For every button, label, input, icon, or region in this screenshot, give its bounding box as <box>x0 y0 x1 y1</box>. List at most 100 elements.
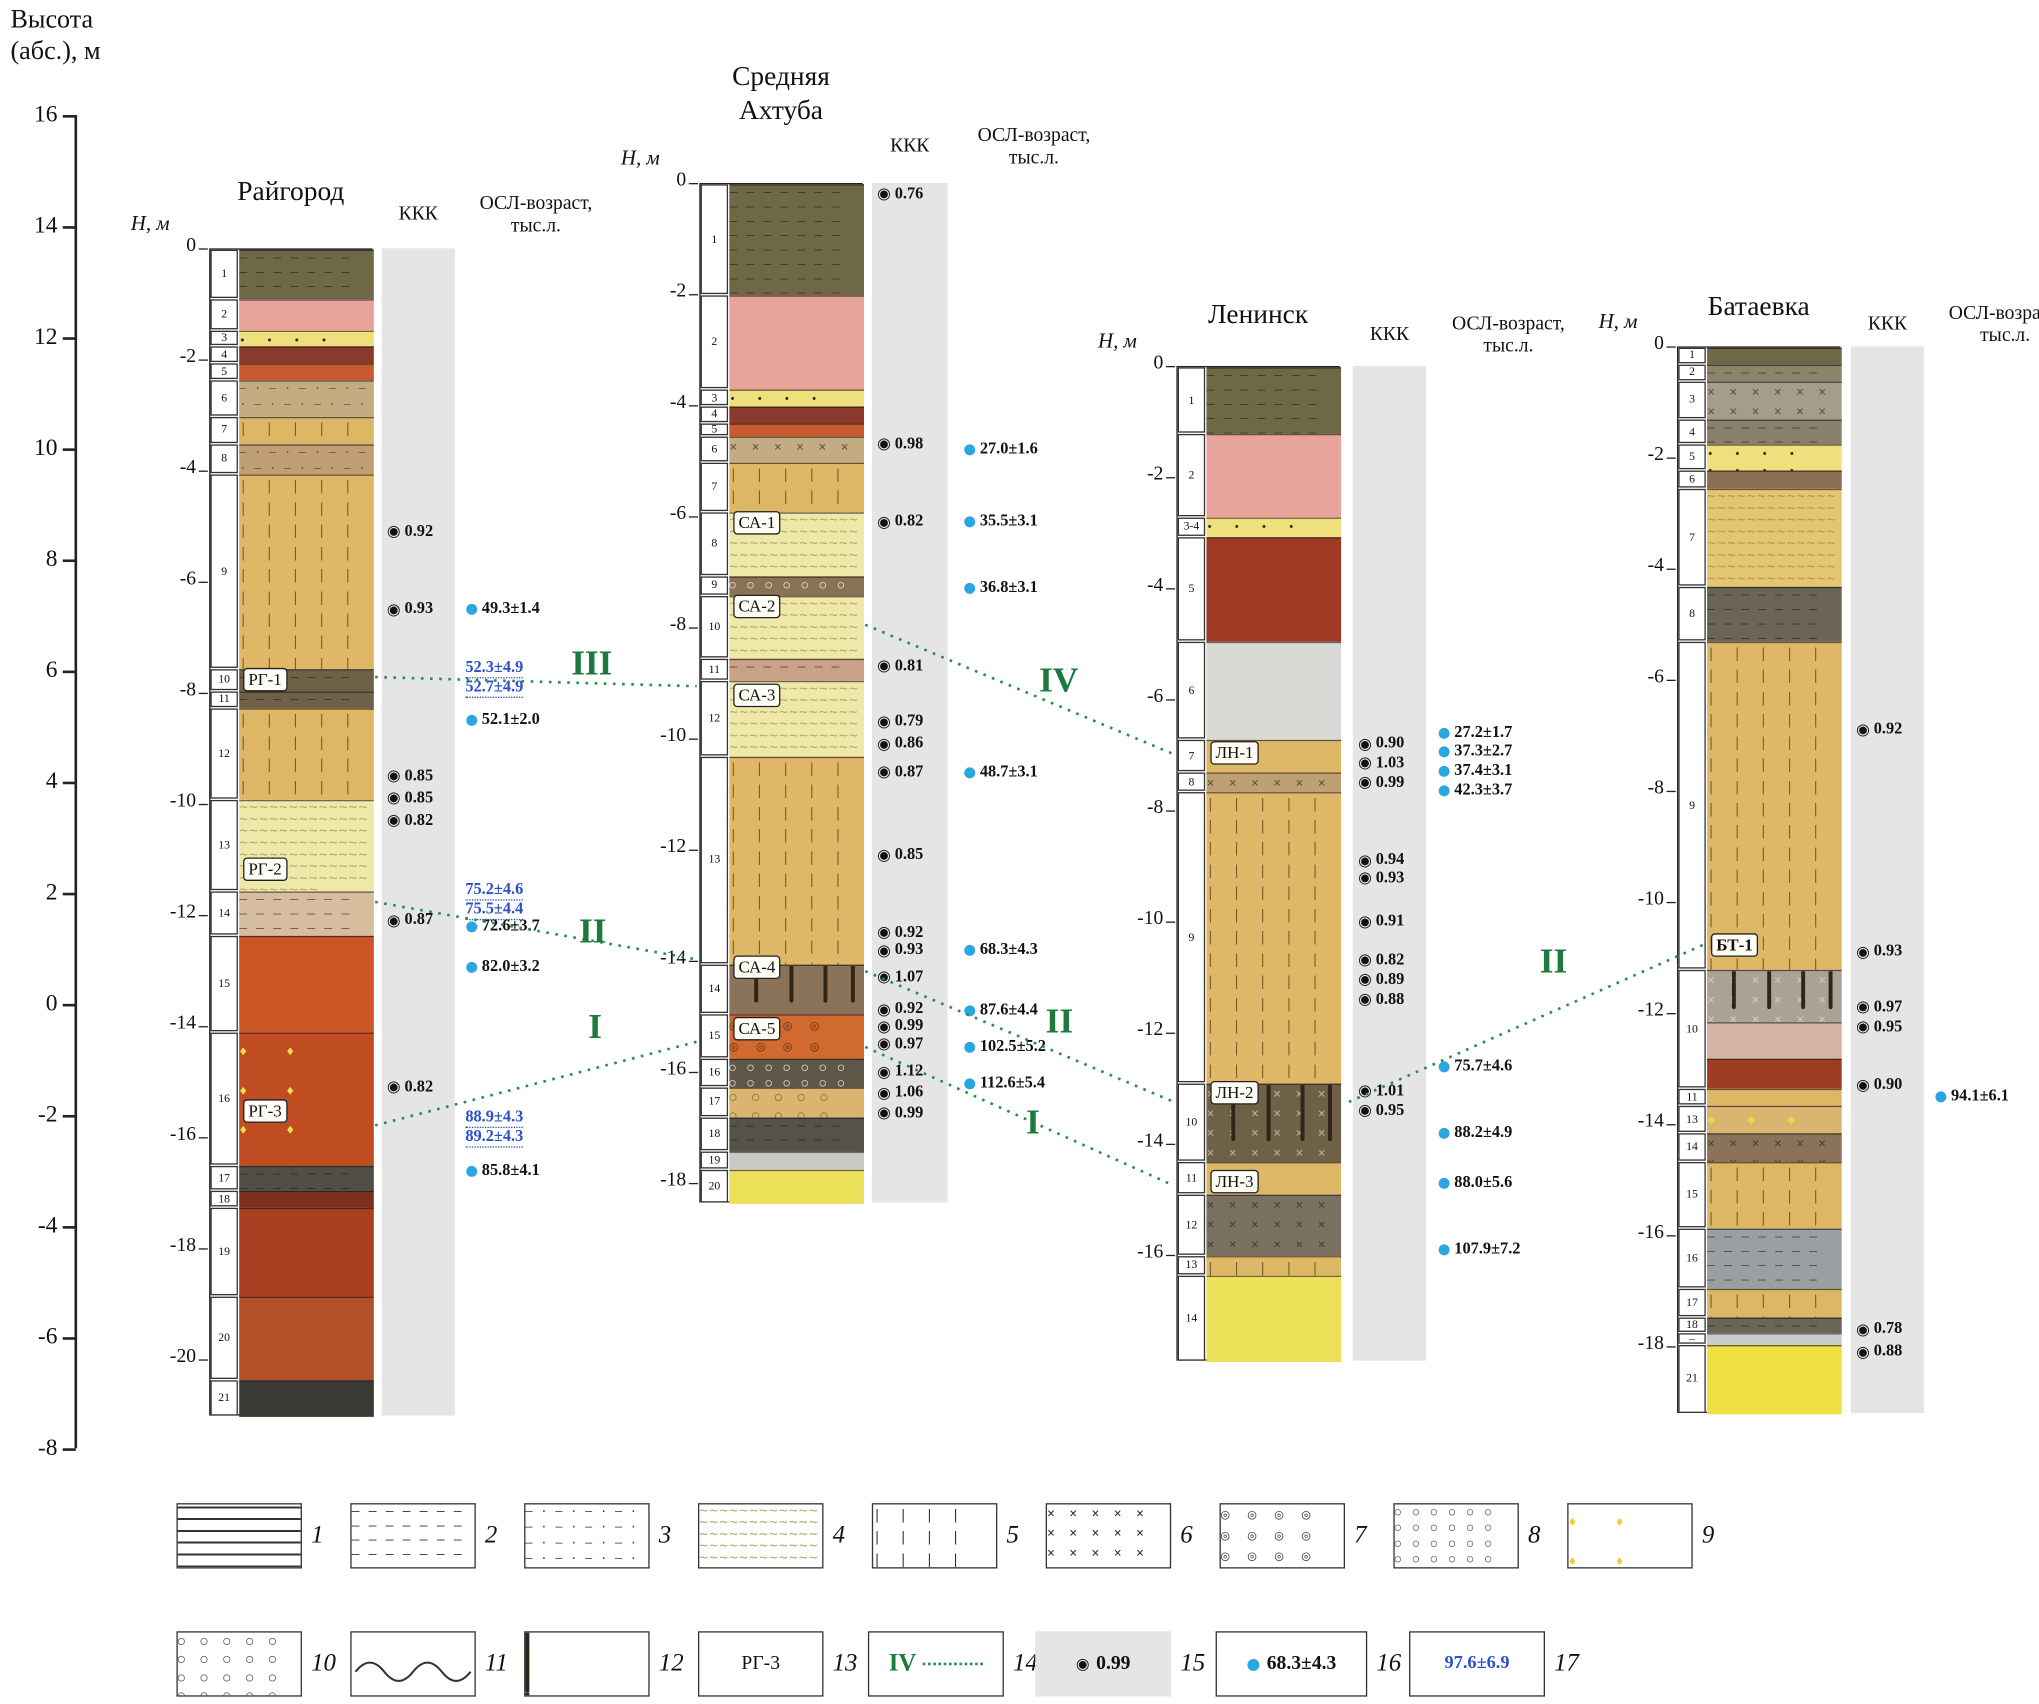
unit-label-СА-4: СА-4 <box>733 955 781 980</box>
vdash-pattern-icon: ||||||||||||||||||||||||||||||||||||||||… <box>1707 647 1838 970</box>
legend-number-12: 12 <box>658 1649 684 1678</box>
depth-tick-mark <box>198 1137 208 1139</box>
height-axis-tick-mark <box>62 1448 76 1451</box>
legend-item-1 <box>176 1503 302 1569</box>
desiccation-crack-icon <box>1767 971 1772 1010</box>
layer-sub <box>1707 1022 1842 1059</box>
unit-label-РГ-2: РГ-2 <box>243 857 288 881</box>
kkk-value: ◉ 0.82 <box>877 511 923 531</box>
osl-age: 37.3±2.7 <box>1454 741 1513 760</box>
layer-8: ×××××××××××××× <box>1206 772 1342 793</box>
pebbles-pattern-icon: ○○○○○○○○○○○○○○○○○○○○○○○○○○○ <box>729 1061 856 1088</box>
kkk-value: ◉ 1.07 <box>877 967 923 987</box>
layer-number-cell: 9 <box>700 575 729 595</box>
depth-tick-label: -6 <box>1146 686 1164 708</box>
height-axis-tick-mark <box>62 337 76 340</box>
osl-sample-dot-icon: ● <box>1437 1240 1451 1258</box>
target-circle-icon: ◉ <box>1856 1017 1870 1036</box>
depth-tick-label: -16 <box>169 1124 197 1146</box>
target-circle-icon: ◉ <box>1856 1075 1870 1094</box>
kkk-value: ◉ 0.82 <box>387 1077 433 1097</box>
unit-label-РГ-1: РГ-1 <box>243 668 288 692</box>
layer-19 <box>729 1150 864 1171</box>
depth-tick-mark <box>1666 1346 1676 1348</box>
height-axis-tick-mark <box>62 1337 76 1340</box>
correlation-horizon-label-I: I <box>588 1006 602 1046</box>
dashdot-pattern-icon: –·–·–·–·–·–·–·–·–·–·–·–·–·–·–·–·–·–·–·–·… <box>525 1505 645 1566</box>
osl-age: 88.2±4.9 <box>1454 1122 1513 1141</box>
kkk-number: 0.82 <box>404 810 434 829</box>
target-circle-icon: ◉ <box>877 734 891 753</box>
kkk-value: ◉ 0.93 <box>1358 868 1404 888</box>
kkk-number: 0.99 <box>894 1103 924 1122</box>
kkk-number: 0.90 <box>1375 733 1405 752</box>
kkk-number: 0.97 <box>1873 996 1903 1016</box>
osl-value: ● 42.3±3.7 <box>1438 781 1512 801</box>
x-pattern-icon: ××××××××××××××××××××× <box>1707 384 1841 419</box>
layer-number-cell: 16 <box>210 1032 238 1165</box>
layer-2 <box>729 295 864 390</box>
depth-tick-mark <box>1165 699 1176 701</box>
layer-11 <box>1707 1089 1842 1106</box>
osl-age: 94.1±6.1 <box>1950 1085 2009 1105</box>
kkk-number: 1.01 <box>1375 1080 1405 1099</box>
target-circle-icon: ◉ <box>1358 970 1372 989</box>
depth-tick-label: -18 <box>660 1169 687 1191</box>
lithology-column-1: 1 –––––––––––––––––––––––––––––––––––––––… <box>699 182 864 1204</box>
lithology-column-0: 1–––––––––––––––––––––––––––––––––––––––… <box>209 248 374 1417</box>
osl-age: 102.5±5.2 <box>979 1036 1046 1055</box>
dash-pattern-icon: ––––––––––––––––––––––––––– <box>239 1167 359 1192</box>
layer-number-cell: 9 <box>1177 792 1206 1083</box>
depth-tick-mark <box>198 359 208 361</box>
target-circle-icon: ◉ <box>877 923 891 942</box>
legend-item-14: IV <box>867 1631 1004 1697</box>
target-circle-icon: ◉ <box>1358 989 1372 1008</box>
unit-label-СА-3: СА-3 <box>733 683 781 708</box>
osl-sample-dot-icon: ● <box>465 711 478 729</box>
kkk-number: 0.88 <box>1375 988 1405 1008</box>
layer-6: ××××××××××××××××××××× <box>729 437 864 463</box>
osl-age: 42.3±3.7 <box>1454 780 1513 799</box>
osl-age: 35.5±3.1 <box>979 511 1038 530</box>
layer-number-cell: 8 <box>1177 772 1206 791</box>
legend-number-10: 10 <box>311 1649 336 1678</box>
kkk-value: ◉ 0.97 <box>1856 997 1902 1017</box>
layer-number-cell: 15 <box>210 935 238 1032</box>
layer-number-cell: 13 <box>210 799 238 890</box>
layer-number-cell: 1 <box>1177 367 1206 433</box>
legend-item-10: ○○○○○○○○○○○○○○○○○○○○○○○○○○○○○○○○○○○ <box>176 1631 302 1697</box>
layer-number-cell: 14 <box>700 964 729 1014</box>
layer-number-cell: 13 <box>700 756 729 964</box>
unit-label-ЛН-2: ЛН-2 <box>1210 1080 1259 1105</box>
height-axis-tick-label: 12 <box>33 322 58 349</box>
layer-9: ||||||||||||||||||||||||||||||||||||||||… <box>239 474 374 670</box>
legend-number-3: 3 <box>658 1521 672 1549</box>
legend-item-12 <box>524 1631 650 1697</box>
layer-number-cell: 12 <box>700 681 729 756</box>
layer-12: ××××××××××××××××××××××××××××××××××× <box>1206 1195 1342 1257</box>
layer-2 <box>1206 433 1342 518</box>
height-axis-tick-mark <box>62 115 76 118</box>
legend-number-7: 7 <box>1354 1521 1367 1549</box>
layer-3: •••••••••••••• <box>729 389 864 407</box>
kkk-number: 0.82 <box>404 1076 434 1096</box>
osl-header: тыс.л. <box>1008 147 1059 169</box>
height-axis-tick-label: -8 <box>37 1433 58 1461</box>
layer-sub <box>1707 1058 1842 1090</box>
osl-age: 36.8±3.1 <box>979 578 1038 597</box>
desiccation-crack-icon <box>753 966 758 1003</box>
osl-value: 88.9±4.3 <box>465 1107 524 1129</box>
kkk-value: ◉ 0.98 <box>877 434 923 454</box>
column-title-1: Ахтуба <box>738 94 824 126</box>
layer-20 <box>239 1296 374 1381</box>
kkk-number: 0.89 <box>1375 969 1405 988</box>
layer-number-cell: 4 <box>210 346 238 363</box>
layer-number-cell: 4 <box>1678 419 1706 444</box>
correlation-horizon-label-III: III <box>571 643 613 683</box>
target-circle-icon: ◉ <box>1358 772 1372 792</box>
kkk-value: ◉ 0.93 <box>387 599 433 619</box>
layer-8: ––––––––––––––––––––––––––––––––––––––––… <box>1707 586 1842 643</box>
layer-6 <box>1707 469 1842 490</box>
kkk-value: ◉ 0.78 <box>1856 1319 1902 1339</box>
kkk-value: ◉ 0.95 <box>1856 1016 1902 1036</box>
